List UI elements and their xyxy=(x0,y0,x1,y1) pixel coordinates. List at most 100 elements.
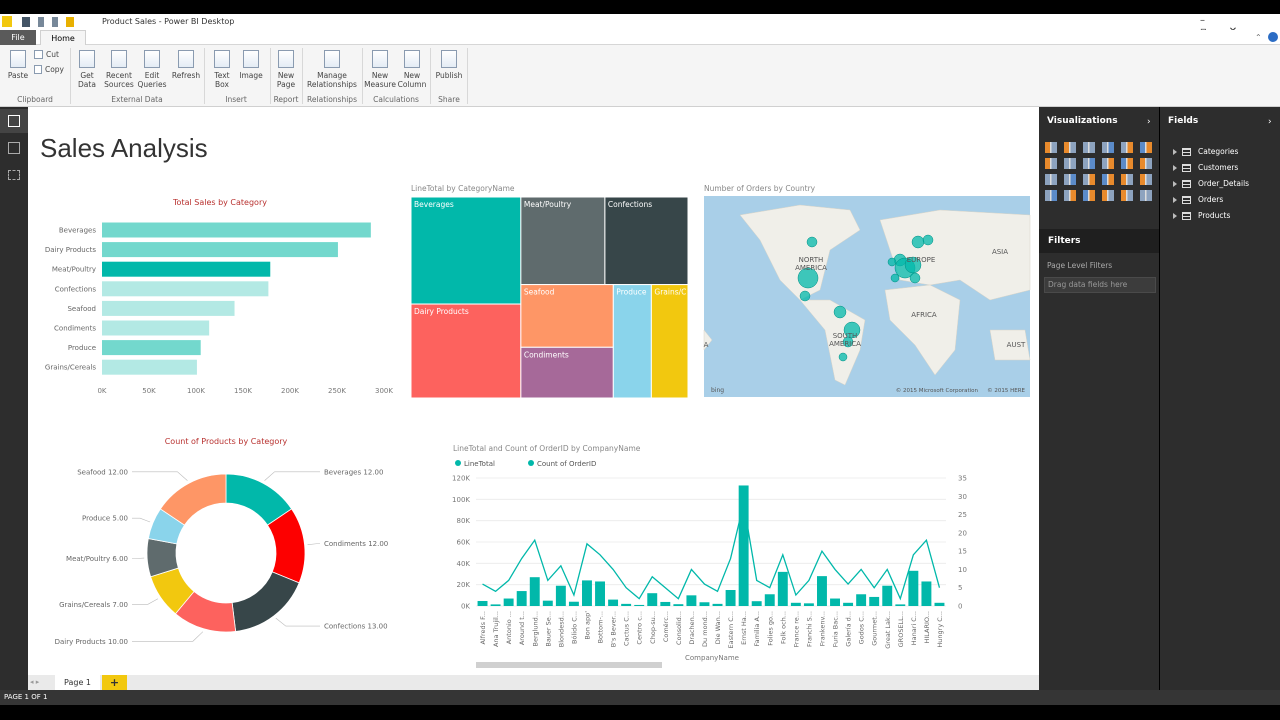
field-table[interactable]: Order_Details xyxy=(1160,177,1280,191)
filter-drop-zone[interactable]: Drag data fields here xyxy=(1044,277,1156,293)
cell-clip: Grains/Cereals xyxy=(654,288,709,297)
visual-type[interactable] xyxy=(1045,174,1057,185)
bar xyxy=(934,602,945,606)
visual-type[interactable] xyxy=(1102,142,1114,153)
visual-type[interactable] xyxy=(1083,142,1095,153)
bar xyxy=(102,242,338,258)
ribbon-button[interactable]: Edit Queries xyxy=(136,50,168,89)
group-separator xyxy=(430,48,431,104)
x-tick-label: Hungry C... xyxy=(936,611,944,648)
map-credit: © 2015 HERE xyxy=(987,387,1025,394)
cell-label: Grains/Cereals xyxy=(654,288,709,297)
label-value: 13.00 xyxy=(368,623,388,631)
ribbon-button[interactable]: Copy xyxy=(34,65,64,74)
visual-type[interactable] xyxy=(1045,142,1057,153)
treemap-cell xyxy=(520,346,614,399)
chart-title: Count of Products by Category xyxy=(165,437,288,446)
ribbon-button[interactable]: Text Box xyxy=(208,50,236,89)
ribbon-button[interactable]: Get Data xyxy=(72,50,102,89)
collapse[interactable]: › xyxy=(1268,117,1272,127)
fields-pane: Fields › Categories Customers Order_Detail… xyxy=(1160,107,1280,690)
field-table[interactable]: Categories xyxy=(1160,145,1280,159)
label-value: 12.00 xyxy=(368,540,388,548)
visual-type[interactable] xyxy=(1102,190,1114,201)
page-scroll[interactable]: ◂ ▸ xyxy=(30,678,40,686)
ribbon-button[interactable]: Image xyxy=(236,50,266,80)
ribbon-button[interactable]: Manage Relationships xyxy=(304,50,360,89)
x-tick-label: Franchi S... xyxy=(805,611,813,647)
visual-type[interactable] xyxy=(1121,190,1133,201)
visual-type[interactable] xyxy=(1083,158,1095,169)
page-tab[interactable]: Page 1 xyxy=(55,675,100,690)
home-tab[interactable]: Home xyxy=(40,30,86,45)
collapse[interactable]: › xyxy=(1147,117,1151,127)
file-tab[interactable]: File xyxy=(0,30,36,45)
ribbon-button[interactable]: Refresh xyxy=(170,50,202,80)
visual-type[interactable] xyxy=(1140,174,1152,185)
bar xyxy=(582,580,592,606)
ribbon-button[interactable]: Recent Sources xyxy=(102,50,136,89)
ribbon-button[interactable]: New Column xyxy=(396,50,428,89)
ribbon-button[interactable]: Paste xyxy=(4,50,32,80)
add-page[interactable]: + xyxy=(102,675,127,690)
map-bubble xyxy=(911,235,925,249)
x-tick-label: Frankenv... xyxy=(818,611,826,646)
x-tick-label: Cactus C... xyxy=(623,611,631,646)
bar xyxy=(725,590,736,606)
map-land xyxy=(989,329,1031,361)
visual-type[interactable] xyxy=(1121,158,1133,169)
field-table[interactable]: Orders xyxy=(1160,193,1280,207)
visual-type[interactable] xyxy=(1064,190,1076,201)
visual-type[interactable] xyxy=(1140,190,1152,201)
collapse-ribbon[interactable]: ⌃ xyxy=(1255,33,1262,42)
x-tick-label: Bauer Se... xyxy=(544,611,552,647)
visual-type[interactable] xyxy=(1121,174,1133,185)
bar xyxy=(751,601,762,606)
bar xyxy=(102,359,197,375)
visual-type[interactable] xyxy=(1064,174,1076,185)
map-land xyxy=(799,299,866,386)
data-label: Meat/Poultry 6.00 xyxy=(66,555,128,563)
visual-type[interactable] xyxy=(1121,142,1133,153)
visual-type[interactable] xyxy=(1083,190,1095,201)
x-tick-label: Drachen... xyxy=(688,611,696,645)
report-view[interactable] xyxy=(0,109,28,133)
label-category: Condiments xyxy=(324,540,366,548)
visual-type[interactable] xyxy=(1045,190,1057,201)
x-tick-label: France re... xyxy=(792,611,800,647)
x-tick-label: Gourmet... xyxy=(871,611,879,646)
region-label: NORTH AMERICA xyxy=(795,256,827,272)
table-icon xyxy=(1182,164,1191,172)
ribbon-button[interactable]: Cut xyxy=(34,50,64,59)
label-category: Confections xyxy=(324,623,366,631)
visual-type[interactable] xyxy=(1140,142,1152,153)
visual-type[interactable] xyxy=(1045,158,1057,169)
ribbon-button[interactable]: New Page xyxy=(272,50,300,89)
relationships-view[interactable] xyxy=(8,170,20,180)
ribbon-button[interactable]: New Measure xyxy=(364,50,396,89)
map-land xyxy=(884,284,961,376)
visual-type[interactable] xyxy=(1064,142,1076,153)
visual-type[interactable] xyxy=(1083,174,1095,185)
data-view[interactable] xyxy=(8,142,20,154)
field-table[interactable]: Customers xyxy=(1160,161,1280,175)
report-title: Sales Analysis xyxy=(40,133,208,163)
button-icon xyxy=(111,50,127,68)
map-land xyxy=(739,204,861,301)
field-table[interactable]: Products xyxy=(1160,209,1280,223)
visual-type[interactable] xyxy=(1102,158,1114,169)
title-bar: Product Sales - Power BI Desktop –▫✕ xyxy=(0,14,1280,37)
visual-type[interactable] xyxy=(1064,158,1076,169)
cell-clip: Seafood xyxy=(524,288,555,297)
treemap-cell xyxy=(410,196,522,305)
visual-type[interactable] xyxy=(1140,158,1152,169)
quick-access[interactable] xyxy=(22,17,82,27)
map-credit: © 2015 Microsoft Corporation xyxy=(896,387,979,394)
help[interactable] xyxy=(1268,32,1278,42)
button-label: New Page xyxy=(276,71,296,89)
ribbon-button[interactable]: Publish xyxy=(432,50,466,80)
map-bubble xyxy=(904,256,922,274)
visual-type[interactable] xyxy=(1102,174,1114,185)
button-label: Recent Sources xyxy=(104,71,134,89)
